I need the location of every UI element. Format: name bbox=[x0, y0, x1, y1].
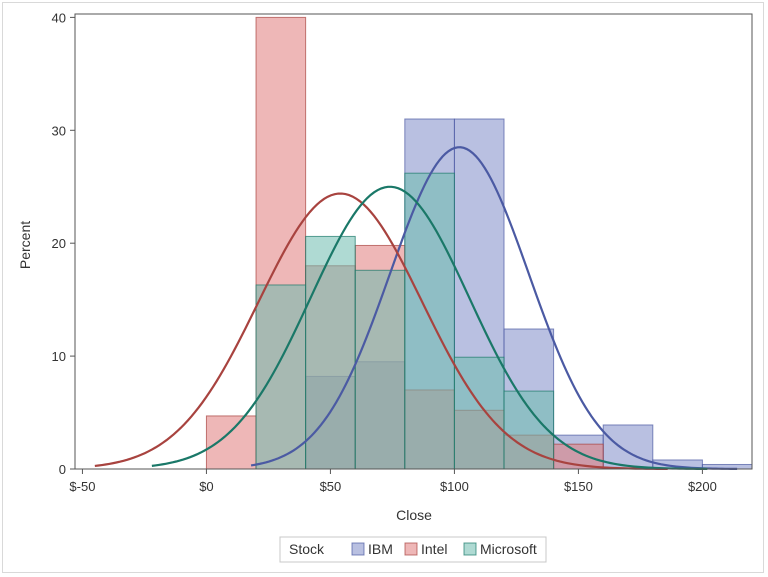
plot-border bbox=[74, 13, 753, 470]
y-tick-label: 10 bbox=[52, 349, 66, 364]
normal-curve-intel bbox=[94, 192, 668, 471]
y-tick-label: 20 bbox=[52, 236, 66, 251]
bar-microsoft-4 bbox=[404, 172, 455, 470]
normal-curve-ibm bbox=[250, 146, 738, 470]
axes: $-50 $0 $50 $100 $150 $200 0 10 20 30 40 bbox=[52, 10, 753, 494]
x-tick-label: $-50 bbox=[69, 479, 95, 494]
normal-curve-microsoft bbox=[151, 185, 708, 471]
legend-label-microsoft: Microsoft bbox=[480, 541, 537, 557]
x-tick-label: $150 bbox=[564, 479, 593, 494]
x-axis-title: Close bbox=[396, 507, 432, 523]
bar-microsoft-1 bbox=[255, 284, 307, 470]
y-tick-label: 40 bbox=[52, 10, 66, 25]
x-tick-label: $100 bbox=[440, 479, 469, 494]
legend-swatch-intel bbox=[404, 542, 418, 556]
legend-swatch-ibm bbox=[351, 542, 365, 556]
y-tick-label: 0 bbox=[59, 462, 66, 477]
legend-label-intel: Intel bbox=[421, 541, 447, 557]
legend: Stock IBM Intel Microsoft bbox=[279, 536, 547, 563]
y-tick-label: 30 bbox=[52, 123, 66, 138]
y-axis-title: Percent bbox=[17, 221, 33, 269]
bar-microsoft-5 bbox=[453, 356, 505, 470]
legend-title: Stock bbox=[289, 541, 325, 557]
bar-microsoft-2 bbox=[305, 235, 356, 470]
x-tick-label: $0 bbox=[199, 479, 213, 494]
x-tick-label: $50 bbox=[320, 479, 342, 494]
plot-area bbox=[94, 16, 753, 471]
legend-swatch-microsoft bbox=[463, 542, 477, 556]
legend-label-ibm: IBM bbox=[368, 541, 393, 557]
bar-intel-0 bbox=[205, 415, 257, 470]
x-tick-label: $200 bbox=[688, 479, 717, 494]
